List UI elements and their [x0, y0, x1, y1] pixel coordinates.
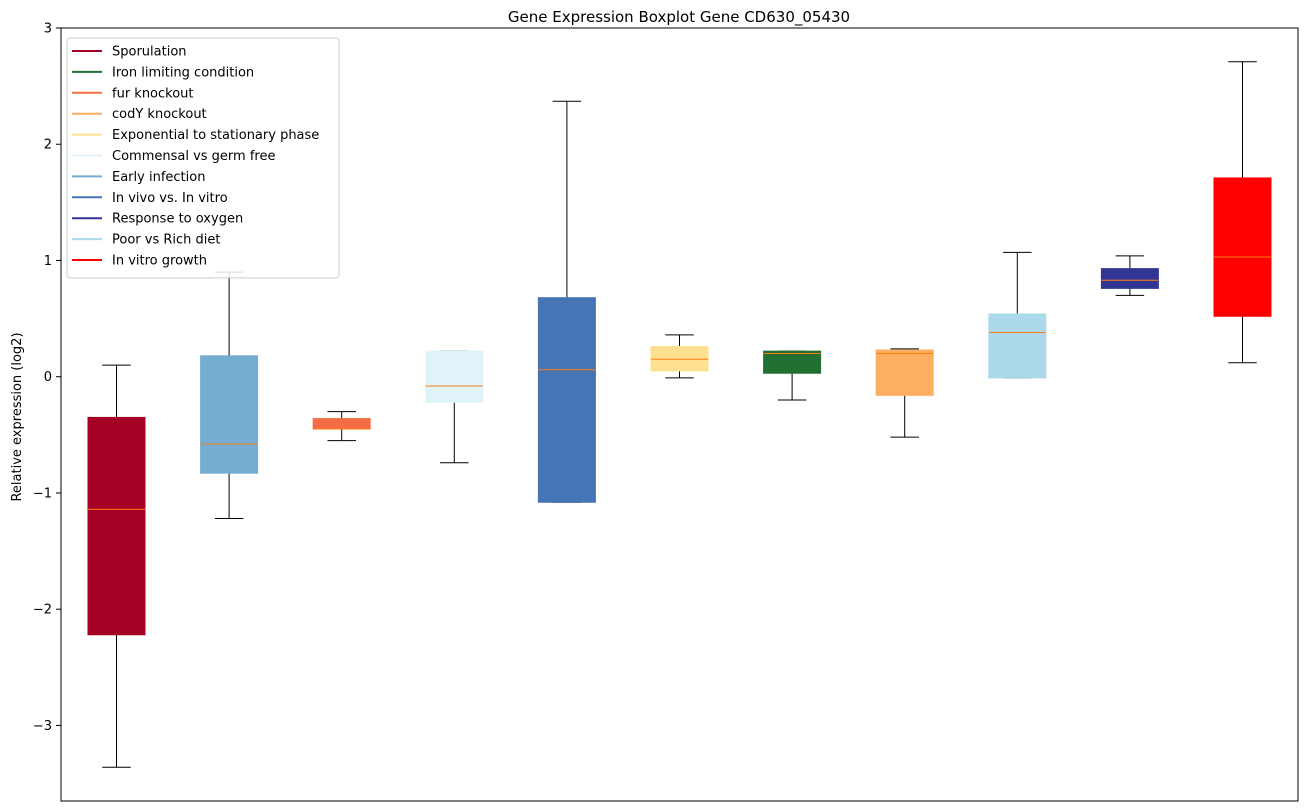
y-tick-label: 0 — [44, 370, 52, 385]
legend-entry: In vitro growth — [72, 254, 207, 269]
box-iqr — [1100, 268, 1159, 289]
legend-label: In vivo vs. In vitro — [112, 191, 228, 206]
y-axis: −3 −2 −1 0 1 2 3 — [33, 22, 61, 734]
legend-entry: Sporulation — [72, 45, 187, 60]
box-4 — [425, 350, 484, 464]
legend-entry: Iron limiting condition — [72, 65, 254, 80]
y-tick-label: −1 — [33, 486, 52, 501]
box-11 — [1213, 61, 1272, 364]
y-tick-label: −3 — [33, 719, 52, 734]
legend-label: Early infection — [112, 170, 205, 185]
box-3 — [312, 411, 371, 442]
legend-label: In vitro growth — [112, 254, 207, 269]
legend-label: codY knockout — [112, 107, 207, 122]
box-iqr — [537, 297, 596, 503]
box-2 — [200, 271, 259, 520]
plot-frame — [60, 27, 1299, 802]
legend-label: Iron limiting condition — [112, 65, 254, 80]
legend-label: Commensal vs germ free — [112, 149, 275, 164]
legend-entry: Commensal vs germ free — [72, 149, 275, 164]
box-iqr — [650, 345, 709, 372]
chart-title: Gene Expression Boxplot Gene CD630_05430 — [508, 8, 850, 27]
box-iqr — [875, 349, 934, 396]
box-iqr — [988, 313, 1047, 379]
box-series-group — [87, 61, 1272, 768]
legend-entry: In vivo vs. In vitro — [72, 191, 228, 206]
legend-label: Response to oxygen — [112, 212, 243, 227]
box-1 — [87, 364, 146, 768]
box-5 — [537, 100, 596, 503]
legend-entry: fur knockout — [72, 86, 194, 101]
y-axis-label: Relative expression (log2) — [10, 332, 25, 501]
legend-label: Poor vs Rich diet — [112, 233, 220, 248]
legend-label: Sporulation — [112, 45, 187, 60]
box-iqr — [425, 350, 484, 403]
box-6 — [650, 334, 709, 379]
legend-frame — [66, 37, 340, 279]
legend-entry: codY knockout — [72, 107, 207, 122]
box-iqr — [87, 416, 146, 636]
box-9 — [988, 251, 1047, 379]
legend-entry: Poor vs Rich diet — [72, 233, 220, 248]
box-7 — [763, 350, 822, 401]
box-10 — [1100, 255, 1159, 296]
box-iqr — [312, 418, 371, 430]
y-tick-label: 3 — [44, 22, 52, 37]
legend-entry: Exponential to stationary phase — [72, 128, 319, 143]
box-iqr — [1213, 177, 1272, 317]
box-iqr — [763, 350, 822, 374]
legend-label: fur knockout — [112, 86, 194, 101]
box-8 — [875, 348, 934, 438]
legend-entry: Early infection — [72, 170, 205, 185]
legend-entry: Response to oxygen — [72, 212, 243, 227]
y-tick-label: −2 — [33, 603, 52, 618]
box-iqr — [200, 355, 259, 474]
y-tick-label: 1 — [44, 254, 52, 269]
legend-label: Exponential to stationary phase — [112, 128, 319, 143]
legend: Sporulation Iron limiting condition fur kn… — [66, 37, 340, 279]
y-tick-label: 2 — [44, 138, 52, 153]
